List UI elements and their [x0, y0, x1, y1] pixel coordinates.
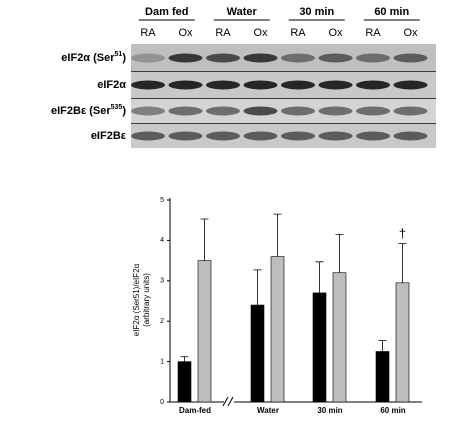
row-label-text: eIF2Bε (Ser: [51, 105, 111, 117]
bar: [250, 304, 265, 403]
error-bar: [398, 243, 407, 283]
y-axis-label: eIF2α (Ser51)/eIF2α: [132, 263, 141, 336]
blot-band: [243, 80, 278, 90]
blot-band: [131, 106, 165, 116]
annotation: †: [399, 226, 406, 241]
blot-band: [243, 131, 278, 141]
blot-band: [206, 106, 240, 116]
group-label: 30 min: [299, 6, 334, 18]
bar: [312, 292, 327, 403]
bar: [197, 260, 212, 403]
x-tick-label: 60 min: [380, 406, 405, 415]
blot-band: [393, 53, 428, 63]
lane-label: Ox: [328, 27, 343, 39]
bar: [270, 256, 285, 403]
blot-band: [168, 53, 203, 63]
row-label: eIF2Bε: [91, 130, 127, 142]
error-bar: [315, 261, 324, 293]
error-bar: [378, 340, 387, 352]
blot-band: [206, 131, 240, 141]
bar: [177, 361, 192, 403]
x-tick-label: Dam-fed: [179, 406, 211, 415]
y-tick-label: 4: [160, 237, 164, 244]
row-label: eIF2α: [97, 79, 126, 91]
row-label-text: eIF2α (Ser: [61, 52, 115, 64]
blot-band: [356, 80, 390, 90]
blot-band: [131, 80, 165, 90]
bar: [395, 282, 410, 403]
blot-band: [243, 53, 278, 63]
blot-band: [393, 131, 428, 141]
lane-label: Ox: [403, 27, 418, 39]
error-bar: [200, 218, 209, 261]
blot-band: [206, 80, 240, 90]
row-label-end: ): [122, 105, 126, 117]
row-label-sup: 51: [115, 51, 123, 58]
lane-label: RA: [365, 27, 381, 39]
blot-band: [281, 53, 315, 63]
blot-band: [281, 106, 315, 116]
row-label-sup: 535: [111, 104, 123, 111]
row-label-text: eIF2α: [97, 79, 126, 91]
blot-band: [131, 53, 165, 63]
blot-band: [168, 131, 203, 141]
lane-label: RA: [140, 27, 156, 39]
blot-band: [393, 106, 428, 116]
y-tick-label: 1: [160, 358, 164, 365]
blot-band: [318, 80, 353, 90]
x-tick-label: Water: [257, 406, 279, 415]
row-label-end: ): [122, 52, 126, 64]
row-label: eIF2α (Ser51): [61, 51, 126, 64]
blot-band: [318, 53, 353, 63]
y-axis-label: (arbitrary units): [142, 273, 151, 327]
row-label-text: eIF2Bε: [91, 130, 127, 142]
bar: [332, 272, 347, 403]
blot-band: [356, 131, 390, 141]
group-label: Water: [227, 6, 258, 18]
blot-band: [318, 131, 353, 141]
axis-break: [222, 396, 234, 408]
blot-band: [356, 106, 390, 116]
group-label: 60 min: [374, 6, 409, 18]
blot-band: [318, 106, 353, 116]
lane-label: Ox: [253, 27, 268, 39]
blot-band: [356, 53, 390, 63]
x-tick-label: 30 min: [317, 406, 342, 415]
error-bar: [273, 213, 282, 257]
group-label: Dam fed: [145, 6, 188, 18]
blot-band: [168, 106, 203, 116]
bar: [375, 351, 390, 403]
blot-band: [243, 106, 278, 116]
blot-band: [206, 53, 240, 63]
lane-label: Ox: [178, 27, 193, 39]
lane-label: RA: [290, 27, 306, 39]
blot-band: [131, 131, 165, 141]
error-bar: [180, 356, 189, 362]
blot-band: [281, 131, 315, 141]
row-label: eIF2Bε (Ser535): [51, 104, 126, 117]
error-bar: [253, 269, 262, 306]
blot-band: [168, 80, 203, 90]
error-bar: [335, 233, 344, 273]
blot-band: [393, 80, 428, 90]
blot-band: [281, 80, 315, 90]
y-tick-label: 2: [160, 318, 164, 325]
y-tick-label: 3: [160, 278, 164, 285]
y-tick-label: 5: [160, 197, 164, 204]
lane-label: RA: [215, 27, 231, 39]
y-tick-label: 0: [160, 399, 164, 406]
